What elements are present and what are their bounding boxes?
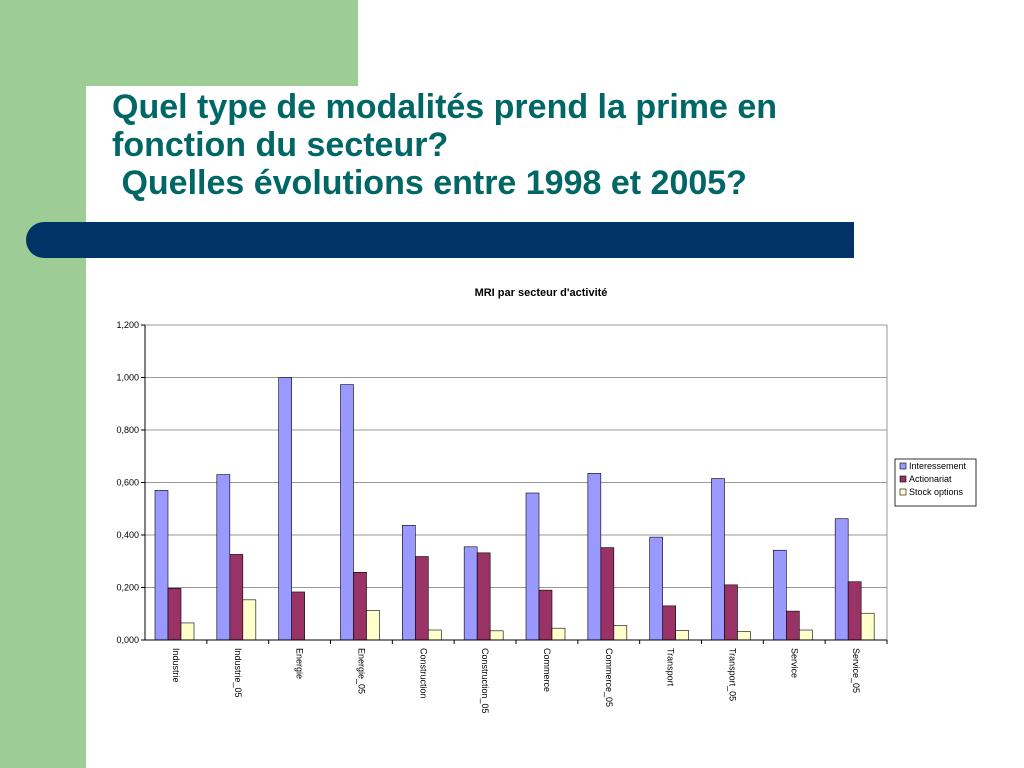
bar-actionariat-construction_05 [476, 552, 491, 641]
y-tick-label: 0,400 [116, 530, 139, 540]
x-tick-label: Commerce_05 [604, 648, 614, 707]
bar-interessement-service_05 [834, 518, 849, 641]
x-tick-label: Industrie [171, 648, 181, 683]
bar-actionariat-industrie [167, 587, 182, 641]
bar-interessement-industrie_05 [216, 474, 231, 641]
legend: Interessement Actionariat Stock options [894, 458, 977, 507]
y-tick-label: 0,800 [116, 425, 139, 435]
bar-interessement-service [773, 549, 787, 641]
legend-label: Stock options [909, 487, 964, 497]
bar-interessement-energie_05 [340, 384, 354, 641]
bar-stock-options-industrie [180, 622, 195, 641]
y-tick-label: 0,000 [116, 635, 139, 645]
rounded-corner [86, 86, 206, 206]
bars [154, 377, 875, 641]
x-tick-label: Construction_05 [480, 648, 490, 714]
x-tick-label: Service_05 [851, 648, 861, 693]
x-tick-label: Commerce [542, 648, 552, 692]
gridlines [145, 324, 887, 588]
bar-stock-options-commerce_05 [613, 625, 628, 641]
title-line-3: Quelles évolutions entre 1998 et 2005? [112, 164, 747, 202]
chart-title: MRI par secteur d'activité [475, 287, 608, 299]
navy-divider-bar [26, 222, 854, 258]
bar-interessement-commerce_05 [587, 473, 602, 641]
y-tick-label: 0,600 [116, 478, 139, 488]
legend-swatch [899, 462, 907, 470]
x-tick-label: Service [789, 648, 799, 678]
bar-stock-options-commerce [551, 627, 566, 641]
bar-stock-options-industrie_05 [242, 599, 257, 641]
y-axis: 0,000 0,200 0,400 0,600 0,800 1,000 1,200 [116, 320, 146, 645]
x-tick-label: Transport [666, 648, 676, 687]
legend-swatch [899, 488, 907, 496]
bar-interessement-energie [278, 377, 292, 641]
bar-interessement-commerce [525, 492, 540, 641]
x-tick-label: Construction [418, 648, 428, 699]
legend-swatch [899, 475, 907, 483]
title-line-1: Quel type de modalités prend la prime en [112, 88, 778, 126]
y-tick-label: 0,200 [116, 583, 139, 593]
bar-interessement-construction_05 [463, 546, 478, 641]
bar-stock-options-transport_05 [737, 631, 751, 641]
bar-interessement-construction [402, 524, 416, 641]
bar-actionariat-energie [291, 591, 305, 641]
legend-label: Actionariat [909, 474, 952, 484]
bar-actionariat-transport [662, 605, 676, 641]
bar-interessement-industrie [154, 490, 169, 641]
bar-actionariat-energie_05 [353, 571, 367, 641]
bar-stock-options-energie_05 [366, 610, 380, 641]
bar-actionariat-transport_05 [724, 584, 738, 641]
x-axis: Industrie Industrie_05 Energie Energie_05 Co… [145, 639, 888, 714]
slide-title: Quel type de modalités prend la prime en… [112, 88, 932, 202]
bar-actionariat-commerce_05 [600, 547, 615, 641]
bar-interessement-transport [649, 536, 663, 641]
bar-stock-options-service_05 [860, 612, 875, 641]
bar-actionariat-commerce [538, 589, 553, 641]
y-tick-label: 1,000 [116, 373, 139, 383]
bar-actionariat-industrie_05 [229, 554, 244, 641]
bar-stock-options-construction_05 [489, 630, 504, 641]
x-tick-label: Energie [295, 648, 305, 679]
legend-label: Interessement [909, 461, 967, 471]
bar-stock-options-transport [675, 630, 689, 641]
legend-box [894, 458, 977, 507]
top-green-block [86, 0, 358, 86]
bar-actionariat-construction [415, 556, 429, 641]
bar-stock-options-service [799, 629, 813, 641]
x-tick-label: Energie_05 [356, 648, 366, 694]
bar-actionariat-service [786, 610, 800, 641]
bar-stock-options-construction [428, 629, 442, 641]
x-tick-label: Industrie_05 [233, 648, 243, 698]
left-green-band [0, 0, 86, 768]
x-tick-label: Transport_05 [727, 648, 737, 701]
title-line-2: fonction du secteur? [112, 126, 449, 164]
bar-interessement-transport_05 [711, 478, 725, 641]
bar-actionariat-service_05 [847, 581, 862, 641]
y-tick-label: 1,200 [116, 320, 139, 330]
